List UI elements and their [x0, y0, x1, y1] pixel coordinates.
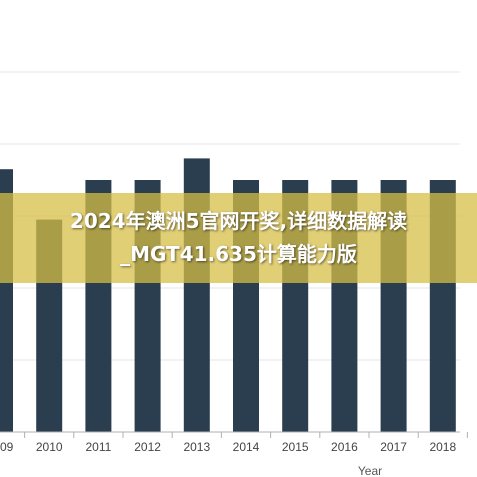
x-tick-label-2015: 2015	[282, 440, 309, 454]
x-tick-label-2016: 2016	[331, 440, 358, 454]
x-tick-label-2018: 2018	[429, 440, 456, 454]
x-tick-label-2010: 2010	[36, 440, 63, 454]
x-tick-label-2011: 2011	[85, 440, 111, 454]
overlay-title: 2024年澳洲5官网开奖,详细数据解读_MGT41.635计算能力版	[69, 209, 408, 266]
title-overlay-banner: 2024年澳洲5官网开奖,详细数据解读_MGT41.635计算能力版	[0, 193, 477, 283]
x-tick-label-2014: 2014	[233, 440, 260, 454]
x-tick-labels: 2009 2010 2011 2012 2013 2014 2015 2016 2017 2018	[0, 440, 456, 454]
x-axis-title: Year	[358, 464, 382, 477]
x-tick-label-2013: 2013	[183, 440, 210, 454]
x-tick-marks	[24, 432, 468, 438]
x-tick-label-2009: 2009	[0, 440, 14, 454]
x-tick-label-2017: 2017	[380, 440, 407, 454]
x-tick-label-2012: 2012	[134, 440, 161, 454]
